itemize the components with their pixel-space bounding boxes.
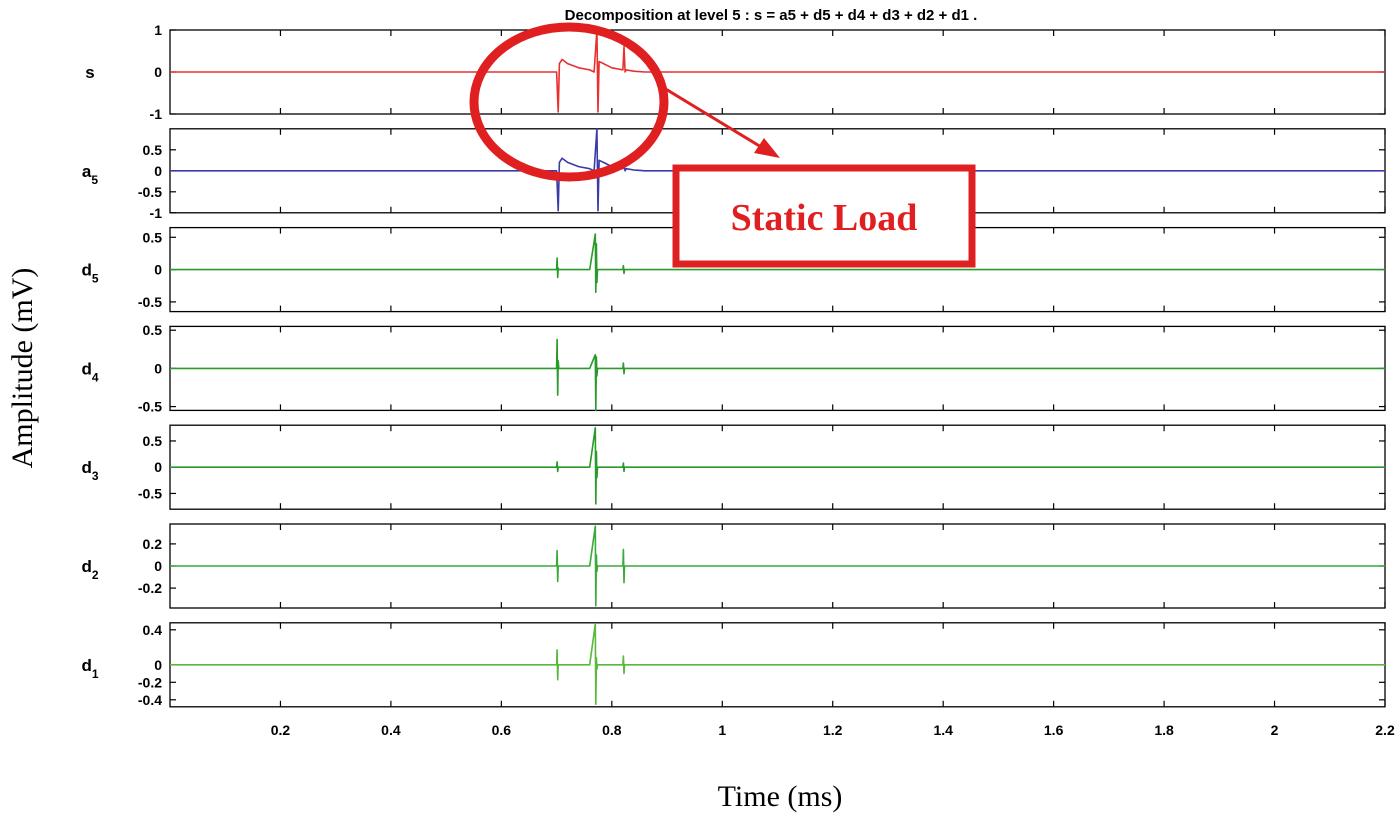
y-axis-title: Amplitude (mV) (6, 268, 39, 469)
panel-label-subscript: 5 (92, 272, 99, 286)
y-tick-label: 0.5 (143, 322, 163, 338)
x-axis-layer: 0.2 0.4 0.6 0.8 1 1.2 1.4 1.6 1.8 2 2.2 (271, 722, 1395, 738)
x-tick-label: 0.8 (602, 722, 622, 738)
panel-label: d4 (81, 359, 98, 384)
y-tick-label: 0 (154, 163, 162, 179)
y-tick-label: 0 (154, 64, 162, 80)
panel-label-subscript: 2 (92, 568, 99, 582)
y-tick-label: -0.2 (138, 674, 162, 690)
y-tick-label: 1 (154, 22, 162, 38)
y-tick-label: -1 (150, 106, 163, 122)
series-line-d4 (170, 338, 1385, 412)
series-line-d1 (170, 622, 1385, 706)
annotation-arrow-head (754, 138, 780, 158)
panel-label-subscript: 3 (92, 469, 99, 483)
panel-d4: 0.5 0 -0.5 d4 (81, 322, 1386, 415)
y-tick-label: 0 (154, 262, 162, 278)
panel-label: s (85, 63, 94, 82)
annotation-arrow-line (663, 86, 767, 152)
panel-d2: 0.2 0 -0.2 d2 (81, 523, 1386, 609)
y-tick-label: 0.4 (143, 622, 163, 638)
panels-layer: 10-1s0.50-0.5-1a50.50-0.5d50.50-0.5d40.5… (81, 22, 1386, 708)
x-tick-label: 1.2 (823, 722, 843, 738)
x-tick-label: 2 (1271, 722, 1279, 738)
y-tick-label: -0.5 (138, 184, 162, 200)
y-tick-label: 0 (154, 657, 162, 673)
panel-label-name: d (81, 656, 91, 675)
y-tick-label: 0 (154, 360, 162, 376)
panel-label-subscript: 5 (91, 173, 98, 187)
panel-label-subscript: 1 (92, 667, 99, 681)
y-tick-label: -0.5 (138, 485, 162, 501)
panel-label-name: d (81, 458, 91, 477)
panel-label-name: d (81, 261, 91, 280)
panel-label-subscript: 4 (92, 370, 99, 384)
panel-label: d2 (81, 557, 98, 582)
chart-title: Decomposition at level 5 : s = a5 + d5 +… (565, 7, 978, 24)
panel-d3: 0.5 0 -0.5 d3 (81, 424, 1386, 510)
y-tick-label: 0.5 (143, 433, 163, 449)
series-line-d5 (170, 233, 1385, 294)
panel-s: 1 0 -1 s (85, 22, 1386, 122)
series-line-d3 (170, 426, 1385, 505)
y-tick-label: 0 (154, 459, 162, 475)
x-tick-label: 1.4 (933, 722, 953, 738)
panel-label: a5 (82, 162, 98, 187)
annotation-circle (469, 22, 669, 182)
panel-label: d1 (81, 656, 98, 681)
y-tick-label: -0.2 (138, 580, 162, 596)
panel-label: d5 (81, 261, 98, 286)
y-tick-label: -0.5 (138, 399, 162, 415)
y-tick-label: -1 (150, 205, 163, 221)
y-tick-label: 0 (154, 558, 162, 574)
y-tick-label: 0.2 (143, 536, 163, 552)
y-tick-label: -0.4 (138, 692, 162, 708)
y-tick-label: 0.5 (143, 229, 163, 245)
panel-label-name: d (81, 359, 91, 378)
x-tick-label: 0.6 (492, 722, 512, 738)
x-tick-label: 1.6 (1044, 722, 1064, 738)
panel-label-name: a (82, 162, 92, 181)
x-tick-label: 2.2 (1375, 722, 1395, 738)
x-tick-label: 1.8 (1154, 722, 1174, 738)
panel-label-name: s (85, 63, 94, 82)
series-line-s (170, 29, 1385, 113)
annotation-label: Static Load (731, 197, 918, 239)
series-line-d2 (170, 525, 1385, 607)
annotation-box (672, 164, 976, 268)
panel-label: d3 (81, 458, 98, 483)
x-tick-label: 0.4 (381, 722, 401, 738)
series-line-a5 (170, 128, 1385, 212)
y-tick-label: -0.5 (138, 294, 162, 310)
panel-d1: 0.4 0-0.2 -0.4 d1 (81, 622, 1386, 708)
x-axis-title: Time (ms) (718, 780, 843, 813)
x-tick-label: 0.2 (271, 722, 291, 738)
y-tick-label: 0.5 (143, 142, 163, 158)
static-load-annotation: Static Load (469, 22, 976, 268)
panel-label-name: d (81, 557, 91, 576)
x-tick-label: 1 (718, 722, 726, 738)
